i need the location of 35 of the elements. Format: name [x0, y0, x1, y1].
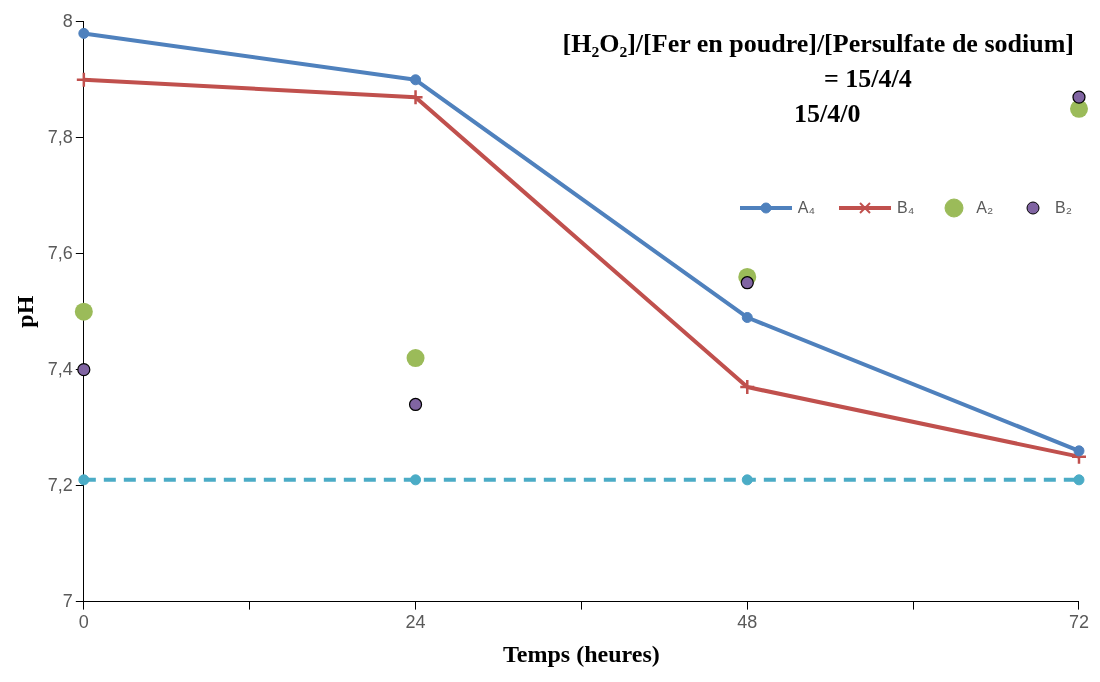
point [75, 71, 93, 89]
point [741, 474, 753, 486]
annotation: 15/4/0 [793, 98, 861, 128]
y-tick-label: 7,8 [47, 126, 73, 147]
point [741, 312, 753, 323]
legend-label: B₄ [897, 199, 915, 217]
point [1073, 474, 1085, 486]
annotation: = 15/4/4 [823, 63, 912, 93]
x-tick-label: 48 [737, 612, 758, 633]
point [739, 378, 756, 396]
y-tick-label: 7,2 [47, 474, 73, 495]
point [78, 474, 90, 486]
point [406, 349, 425, 368]
legend-label: A₄ [797, 199, 816, 217]
point [1072, 90, 1086, 104]
legend-label: B₂ [1055, 199, 1072, 217]
point [410, 74, 422, 86]
point [407, 88, 424, 106]
point [77, 363, 91, 377]
y-tick-label: 7,6 [47, 242, 73, 263]
x-axis-title: Temps (heures) [503, 640, 660, 667]
y-axis-title: pH [11, 295, 38, 328]
point [408, 397, 423, 412]
point [1073, 445, 1085, 457]
point [74, 302, 93, 321]
point [410, 474, 422, 486]
point [78, 27, 90, 39]
x-tick-label: 0 [78, 612, 89, 633]
legend-label: A₂ [976, 199, 994, 217]
y-tick-label: 7 [62, 590, 73, 611]
y-tick-label: 7,4 [47, 358, 73, 379]
y-tick-label: 8 [62, 10, 73, 31]
x-tick-label: 72 [1068, 612, 1089, 633]
annotation: [H₂O₂]/[Fer en poudre]/[Persulfate de sodium] [562, 28, 1074, 58]
x-tick-label: 24 [405, 612, 426, 633]
